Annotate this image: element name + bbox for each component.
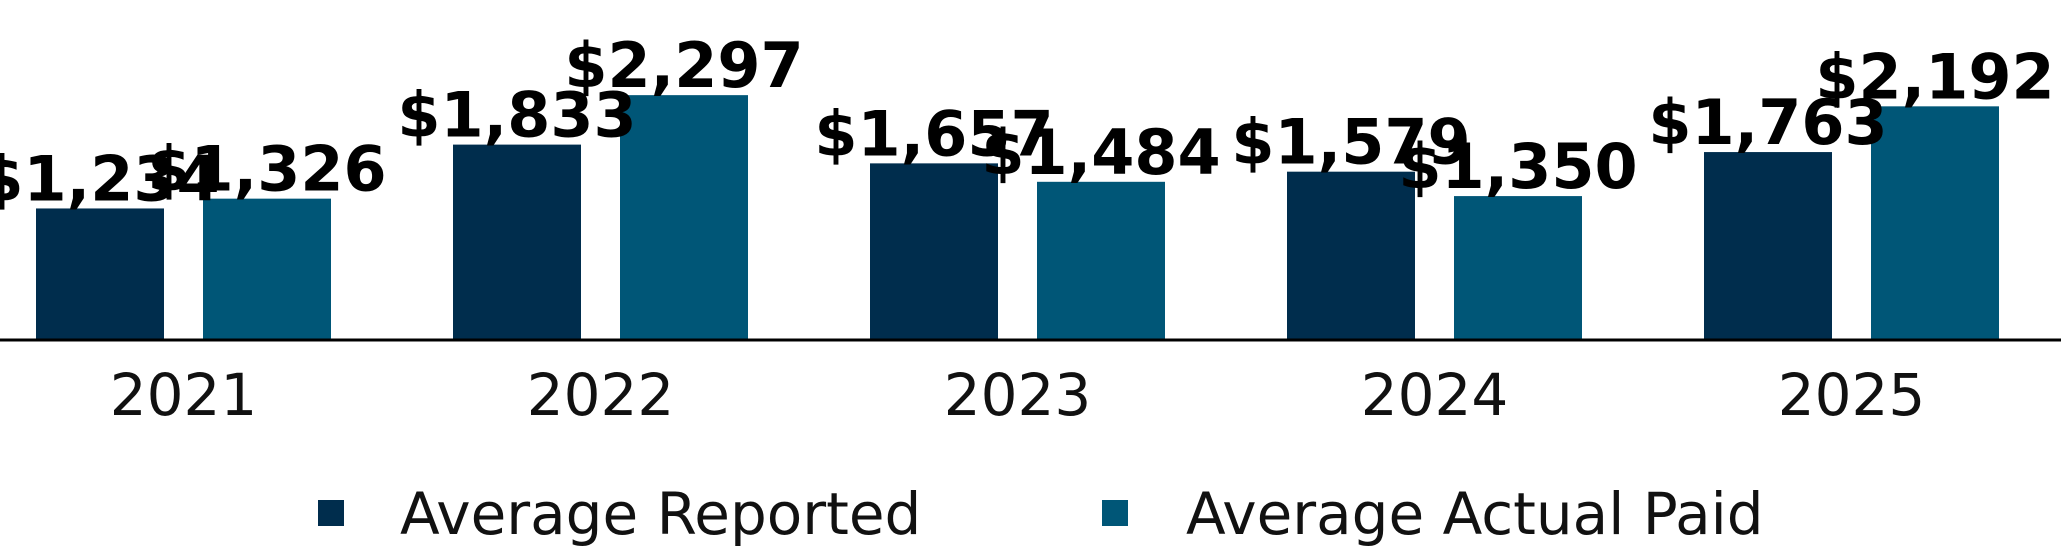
- data-label-2022-reported: $1,833: [397, 79, 636, 152]
- x-tick-labels: 2021 2022 2023 2024 2025: [110, 361, 1926, 429]
- bar-2021-actual-paid: [203, 198, 331, 340]
- bar-2022-reported: [453, 144, 581, 340]
- data-label-2022-actual-paid: $2,297: [564, 29, 803, 102]
- bars-group: [36, 95, 1999, 341]
- data-label-2023-reported: $1,657: [814, 97, 1053, 170]
- x-tick-label-2025: 2025: [1778, 361, 1926, 429]
- data-label-2025-actual-paid: $2,192: [1815, 40, 2054, 113]
- legend-swatch-reported: [318, 500, 344, 526]
- data-label-2024-actual-paid: $1,350: [1398, 130, 1637, 203]
- x-tick-label-2024: 2024: [1361, 361, 1509, 429]
- legend: Average Reported Average Actual Paid: [318, 480, 1764, 548]
- bar-2024-actual-paid: [1454, 196, 1582, 340]
- bar-2023-actual-paid: [1037, 181, 1165, 340]
- legend-label-reported: Average Reported: [400, 480, 921, 548]
- legend-swatch-actual-paid: [1102, 500, 1128, 526]
- data-label-2023-actual-paid: $1,484: [981, 116, 1220, 189]
- data-label-2021-actual-paid: $1,326: [147, 133, 386, 206]
- bar-2025-actual-paid: [1871, 106, 1999, 341]
- x-tick-label-2021: 2021: [110, 361, 258, 429]
- bar-2022-actual-paid: [620, 95, 748, 340]
- x-tick-label-2022: 2022: [527, 361, 675, 429]
- x-tick-label-2023: 2023: [944, 361, 1092, 429]
- bar-2021-reported: [36, 208, 164, 340]
- data-label-2024-reported: $1,579: [1231, 106, 1470, 179]
- data-label-2021-reported: $1,234: [0, 142, 220, 215]
- data-labels-group: $1,234$1,326$1,833$2,297$1,657$1,484 $1,5…: [0, 29, 2055, 215]
- bar-2024-reported: [1287, 171, 1415, 340]
- legend-label-actual-paid: Average Actual Paid: [1186, 480, 1764, 548]
- bar-2025-reported: [1704, 152, 1832, 340]
- data-label-2025-reported: $1,763: [1648, 86, 1887, 159]
- bar-2023-reported: [870, 163, 998, 340]
